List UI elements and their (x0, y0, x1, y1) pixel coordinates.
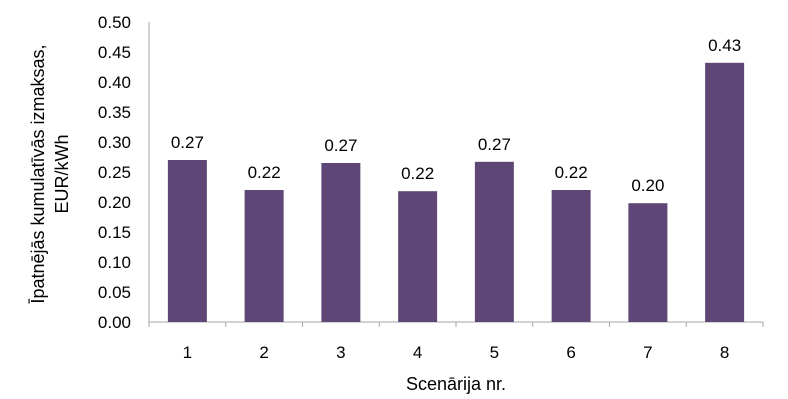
x-tick-labels: 1 2 3 4 5 6 7 8 (183, 343, 730, 362)
x-tick-label: 6 (566, 343, 575, 362)
bar-8 (705, 62, 745, 323)
data-label: 0.22 (248, 163, 281, 182)
y-tick-label: 0.45 (98, 43, 131, 62)
data-label: 0.43 (708, 36, 741, 55)
y-tick-label: 0.20 (98, 193, 131, 212)
y-tick-label: 0.35 (98, 103, 131, 122)
x-axis-title: Scenārija nr. (406, 374, 506, 394)
y-axis-title: Īpatnējās kumulatīvās izmaksas, EUR/kWh (28, 44, 72, 303)
bar-1 (167, 160, 207, 322)
y-tick-label: 0.50 (98, 13, 131, 32)
data-label: 0.27 (478, 135, 511, 154)
bar-3 (321, 163, 361, 322)
data-label: 0.22 (555, 163, 588, 182)
bar-2 (244, 190, 284, 322)
y-tick-label: 0.40 (98, 73, 131, 92)
y-tick-label: 0.30 (98, 133, 131, 152)
y-tick-label: 0.15 (98, 223, 131, 242)
data-label: 0.22 (401, 164, 434, 183)
y-tick-label: 0.00 (98, 313, 131, 332)
x-tick-label: 7 (643, 343, 652, 362)
data-label: 0.20 (631, 176, 664, 195)
y-axis-title-line-2: EUR/kWh (52, 134, 72, 213)
x-tick-label: 5 (490, 343, 499, 362)
x-tick-label: 1 (183, 343, 192, 362)
data-label: 0.27 (324, 136, 357, 155)
data-labels: 0.27 0.22 0.27 0.22 0.27 0.22 0.20 0.43 (171, 36, 741, 195)
y-tick-label: 0.05 (98, 283, 131, 302)
bar-7 (628, 203, 668, 322)
y-tick-label: 0.25 (98, 163, 131, 182)
x-tick-marks (148, 322, 764, 327)
bar-6 (551, 190, 591, 322)
bar-5 (474, 161, 514, 322)
bar-4 (398, 191, 438, 322)
x-tick-label: 2 (259, 343, 268, 362)
x-tick-label: 4 (413, 343, 422, 362)
bars (167, 62, 745, 323)
x-tick-label: 3 (336, 343, 345, 362)
y-tick-labels: 0.00 0.05 0.10 0.15 0.20 0.25 0.30 0.35 0.40 0.45… (98, 13, 131, 332)
y-tick-label: 0.10 (98, 253, 131, 272)
data-label: 0.27 (171, 133, 204, 152)
x-tick-label: 8 (720, 343, 729, 362)
y-axis-title-line-1: Īpatnējās kumulatīvās izmaksas, (28, 44, 48, 303)
